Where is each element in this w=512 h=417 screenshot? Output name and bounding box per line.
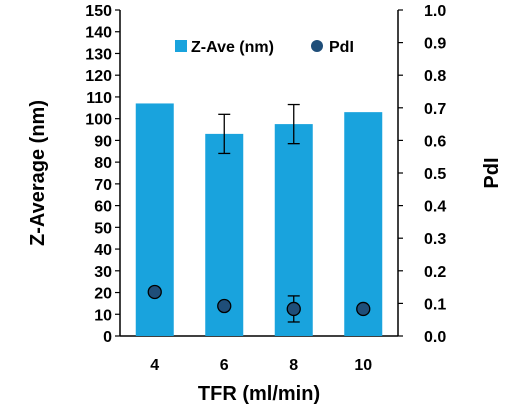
axes-layer: 0 10 20 30 40 50 60 70 80 90 100 110 120 130 140 150 0.0… (85, 3, 446, 374)
y2-tick-label: 0.7 (424, 101, 446, 118)
pdi-point (147, 284, 162, 300)
legend-label-z-ave: Z-Ave (nm) (191, 39, 274, 56)
y-tick-label: 60 (94, 199, 112, 216)
y2-tick-label: 1.0 (424, 3, 446, 20)
bar (344, 112, 383, 336)
y2-tick-label: 0.4 (424, 199, 446, 216)
y-axis-title: Z-Average (nm) (27, 100, 49, 246)
y-tick-label: 0 (103, 329, 112, 346)
bar (135, 103, 174, 336)
legend: Z-Ave (nm) PdI (175, 39, 354, 56)
legend-label-pdi: PdI (329, 39, 354, 56)
y2-tick-label: 0.2 (424, 264, 446, 281)
x-axis-title: TFR (ml/min) (198, 383, 320, 405)
y2-tick-label: 0.6 (424, 133, 446, 150)
y2-tick-label: 0.8 (424, 68, 446, 85)
y-tick-label: 90 (94, 133, 112, 150)
y-tick-label: 20 (94, 286, 112, 303)
y-tick-label: 70 (94, 177, 112, 194)
y-tick-label: 110 (86, 90, 112, 107)
pdi-point (217, 298, 232, 314)
y2-tick-label: 0.3 (424, 231, 446, 248)
x-tick-label: 10 (354, 357, 372, 374)
pdi-point (356, 301, 371, 317)
y-tick-label: 130 (85, 46, 112, 63)
x-tick-label: 6 (220, 357, 229, 374)
y-tick-label: 100 (85, 112, 112, 129)
y2-tick-label: 0.5 (424, 166, 446, 183)
y-tick-label: 80 (94, 155, 112, 172)
y-tick-label: 50 (94, 220, 112, 237)
bars-layer (135, 103, 383, 336)
x-tick-label: 4 (150, 357, 159, 374)
y2-tick-label: 0.0 (424, 329, 446, 346)
y2-axis-title: PdI (481, 157, 503, 188)
pdi-point (286, 301, 301, 317)
y2-tick-label: 0.1 (424, 296, 446, 313)
y-tick-label: 120 (85, 68, 112, 85)
y-tick-label: 150 (85, 3, 112, 20)
y-tick-label: 10 (94, 307, 112, 324)
y-tick-label: 40 (94, 242, 112, 259)
legend-swatch-pdi (311, 40, 323, 52)
y-tick-label: 140 (85, 25, 112, 42)
points-layer (147, 284, 371, 323)
y2-tick-label: 0.9 (424, 36, 446, 53)
x-tick-label: 8 (289, 357, 298, 374)
y-tick-label: 30 (94, 264, 112, 281)
legend-swatch-z-ave (175, 40, 187, 52)
